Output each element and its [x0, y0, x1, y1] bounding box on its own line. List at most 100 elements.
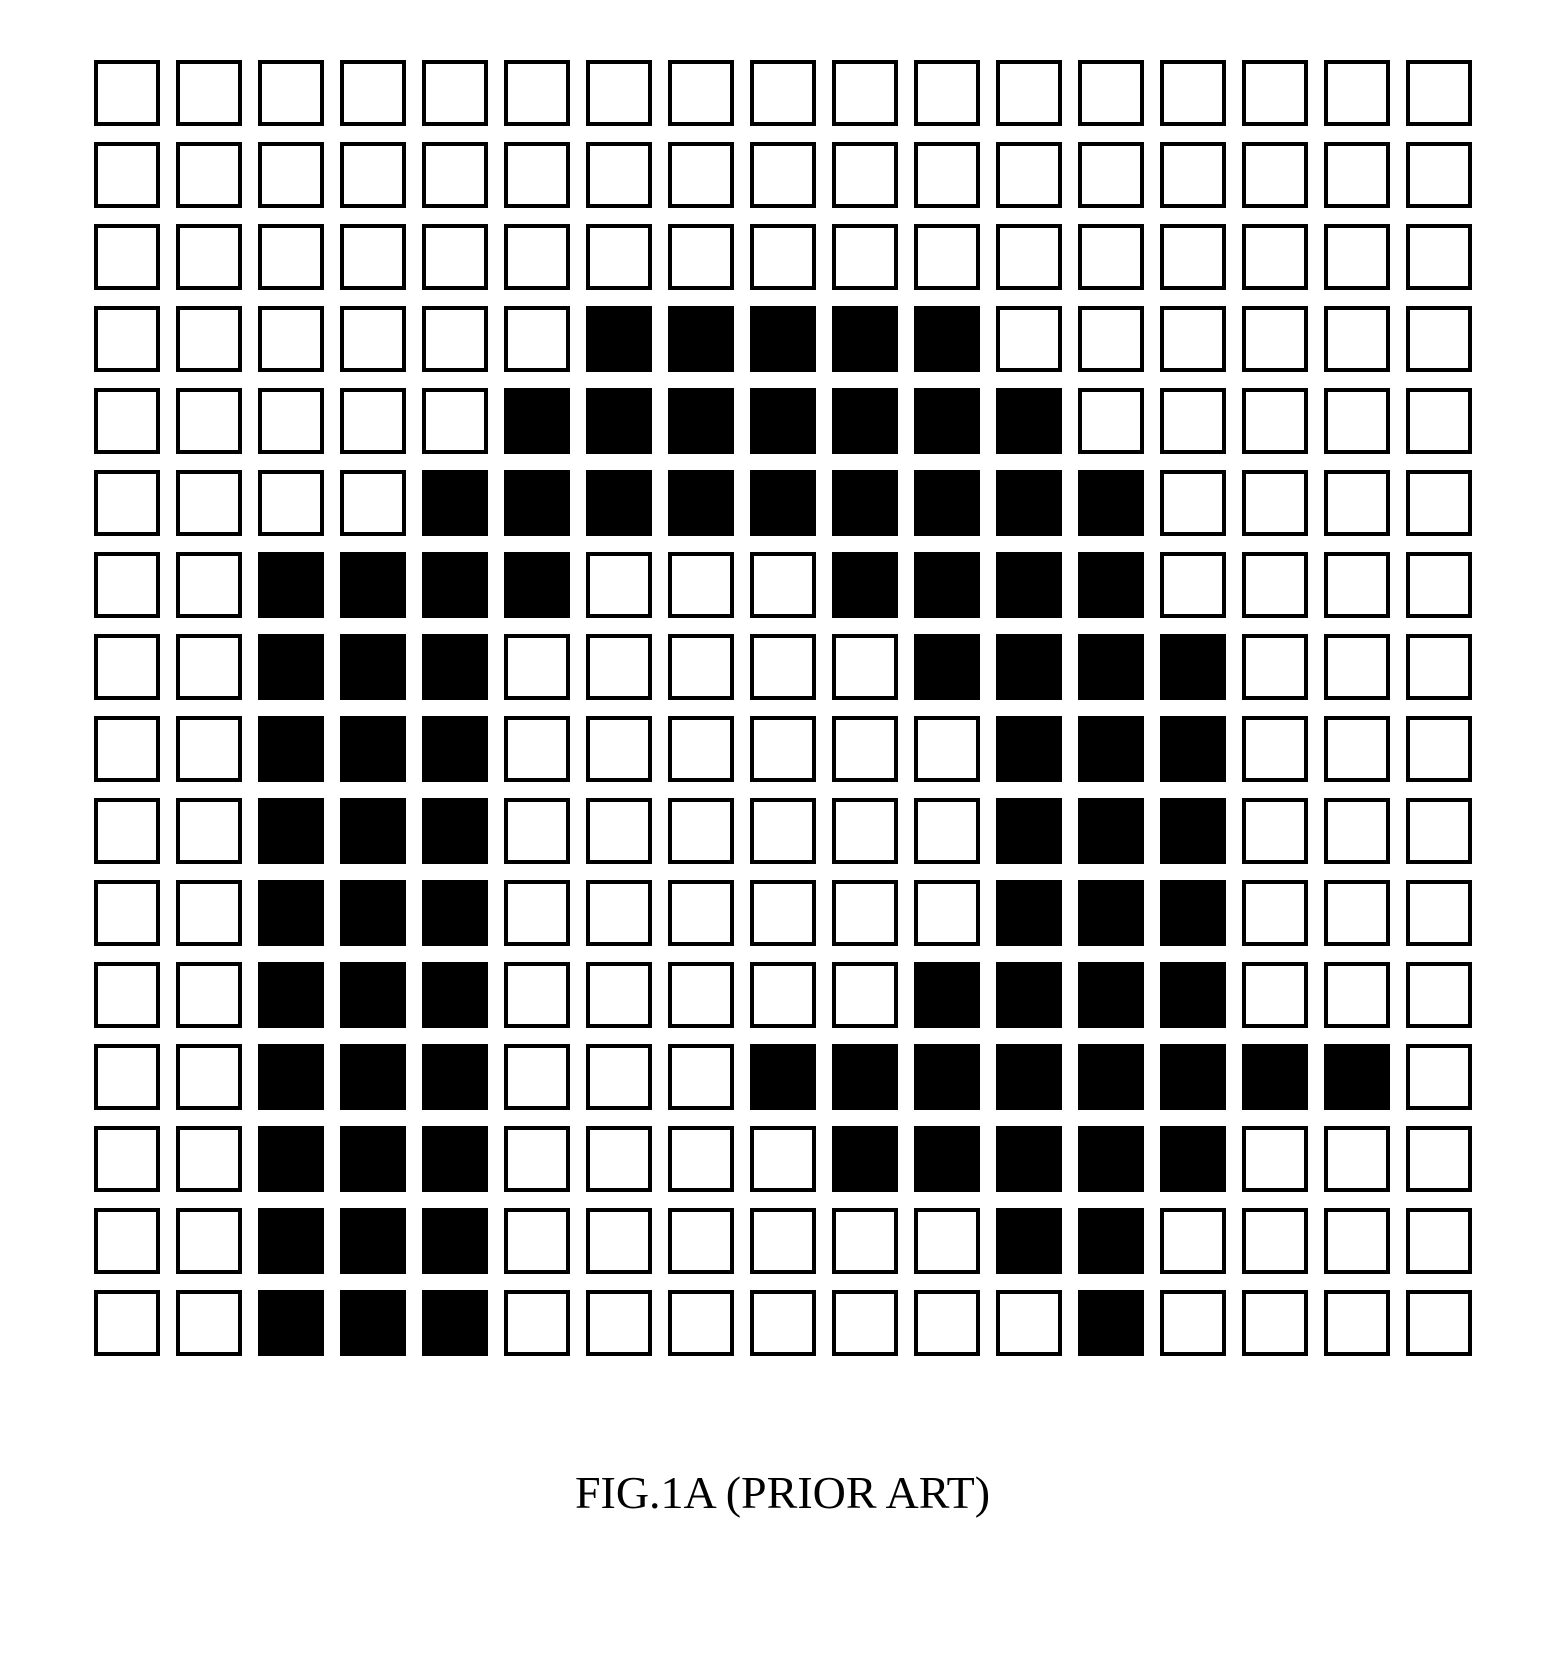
grid-cell-empty	[1078, 224, 1144, 290]
grid-cell-empty	[1324, 798, 1390, 864]
grid-cell-empty	[996, 1290, 1062, 1356]
grid-cell-empty	[1160, 470, 1226, 536]
grid-cell-filled	[258, 962, 324, 1028]
grid-cell-empty	[176, 1126, 242, 1192]
grid-cell-empty	[586, 1208, 652, 1274]
figure-caption: FIG.1A (PRIOR ART)	[0, 1466, 1565, 1519]
grid-cell-empty	[668, 716, 734, 782]
grid-cell-empty	[1324, 60, 1390, 126]
grid-cell-empty	[914, 60, 980, 126]
grid-cell-empty	[668, 552, 734, 618]
grid-cell-empty	[1406, 798, 1472, 864]
grid-cell-empty	[750, 1208, 816, 1274]
grid-cell-filled	[750, 1044, 816, 1110]
grid-cell-filled	[996, 880, 1062, 946]
grid-cell-empty	[422, 60, 488, 126]
grid-cell-empty	[176, 552, 242, 618]
grid-cell-empty	[832, 1208, 898, 1274]
grid-cell-filled	[668, 388, 734, 454]
grid-cell-empty	[340, 224, 406, 290]
grid-cell-empty	[94, 306, 160, 372]
grid-cell-filled	[422, 470, 488, 536]
grid-cell-filled	[1078, 634, 1144, 700]
grid-cell-empty	[586, 1126, 652, 1192]
grid-cell-filled	[340, 716, 406, 782]
grid-cell-empty	[94, 880, 160, 946]
grid-cell-empty	[1324, 224, 1390, 290]
grid-cell-empty	[1406, 224, 1472, 290]
grid-cell-filled	[1242, 1044, 1308, 1110]
grid-cell-filled	[258, 716, 324, 782]
grid-cell-empty	[586, 224, 652, 290]
grid-cell-filled	[1078, 552, 1144, 618]
grid-cell-empty	[176, 962, 242, 1028]
grid-cell-empty	[504, 1290, 570, 1356]
grid-cell-empty	[1406, 634, 1472, 700]
grid-cell-empty	[750, 1290, 816, 1356]
grid-cell-filled	[340, 634, 406, 700]
grid-cell-filled	[1078, 716, 1144, 782]
grid-cell-empty	[914, 142, 980, 208]
grid-cell-empty	[94, 716, 160, 782]
grid-cell-filled	[340, 798, 406, 864]
grid-cell-empty	[504, 60, 570, 126]
grid-cell-filled	[504, 388, 570, 454]
grid-cell-filled	[1324, 1044, 1390, 1110]
grid-cell-empty	[1324, 880, 1390, 946]
grid-cell-empty	[176, 388, 242, 454]
grid-cell-empty	[1160, 224, 1226, 290]
grid-cell-empty	[668, 634, 734, 700]
grid-cell-empty	[1324, 470, 1390, 536]
grid-cell-empty	[668, 1126, 734, 1192]
grid-cell-filled	[1160, 1126, 1226, 1192]
grid-cell-empty	[832, 716, 898, 782]
grid-cell-filled	[914, 634, 980, 700]
grid-cell-empty	[94, 1290, 160, 1356]
grid-cell-empty	[94, 60, 160, 126]
grid-cell-empty	[94, 1044, 160, 1110]
grid-cell-empty	[504, 1126, 570, 1192]
grid-cell-filled	[422, 1208, 488, 1274]
grid-cell-empty	[422, 224, 488, 290]
grid-cell-empty	[1406, 716, 1472, 782]
grid-cell-empty	[504, 962, 570, 1028]
grid-cell-empty	[750, 880, 816, 946]
grid-cell-filled	[832, 388, 898, 454]
grid-cell-empty	[94, 634, 160, 700]
grid-cell-filled	[1160, 716, 1226, 782]
grid-cell-empty	[668, 60, 734, 126]
grid-cell-empty	[1078, 306, 1144, 372]
grid-cell-empty	[504, 716, 570, 782]
grid-cell-empty	[504, 798, 570, 864]
grid-cell-empty	[1406, 60, 1472, 126]
grid-cell-empty	[504, 880, 570, 946]
grid-cell-filled	[996, 716, 1062, 782]
grid-cell-empty	[1242, 1208, 1308, 1274]
grid-cell-empty	[586, 880, 652, 946]
grid-cell-filled	[1078, 1290, 1144, 1356]
grid-cell-empty	[832, 962, 898, 1028]
grid-cell-filled	[422, 1044, 488, 1110]
grid-cell-empty	[996, 306, 1062, 372]
grid-cell-empty	[1078, 142, 1144, 208]
grid-cell-filled	[996, 388, 1062, 454]
grid-cell-empty	[1242, 60, 1308, 126]
grid-cell-empty	[258, 224, 324, 290]
grid-cell-empty	[832, 634, 898, 700]
grid-cell-empty	[1406, 1290, 1472, 1356]
grid-cell-empty	[750, 60, 816, 126]
grid-cell-filled	[1078, 962, 1144, 1028]
grid-cell-empty	[94, 224, 160, 290]
grid-cell-empty	[504, 142, 570, 208]
grid-cell-empty	[258, 142, 324, 208]
grid-cell-filled	[996, 798, 1062, 864]
grid-cell-filled	[832, 306, 898, 372]
grid-cell-empty	[504, 224, 570, 290]
grid-cell-filled	[258, 880, 324, 946]
grid-cell-empty	[94, 142, 160, 208]
grid-cell-filled	[422, 1126, 488, 1192]
grid-cell-filled	[914, 1044, 980, 1110]
grid-cell-filled	[422, 798, 488, 864]
grid-cell-empty	[1242, 716, 1308, 782]
grid-cell-empty	[996, 60, 1062, 126]
